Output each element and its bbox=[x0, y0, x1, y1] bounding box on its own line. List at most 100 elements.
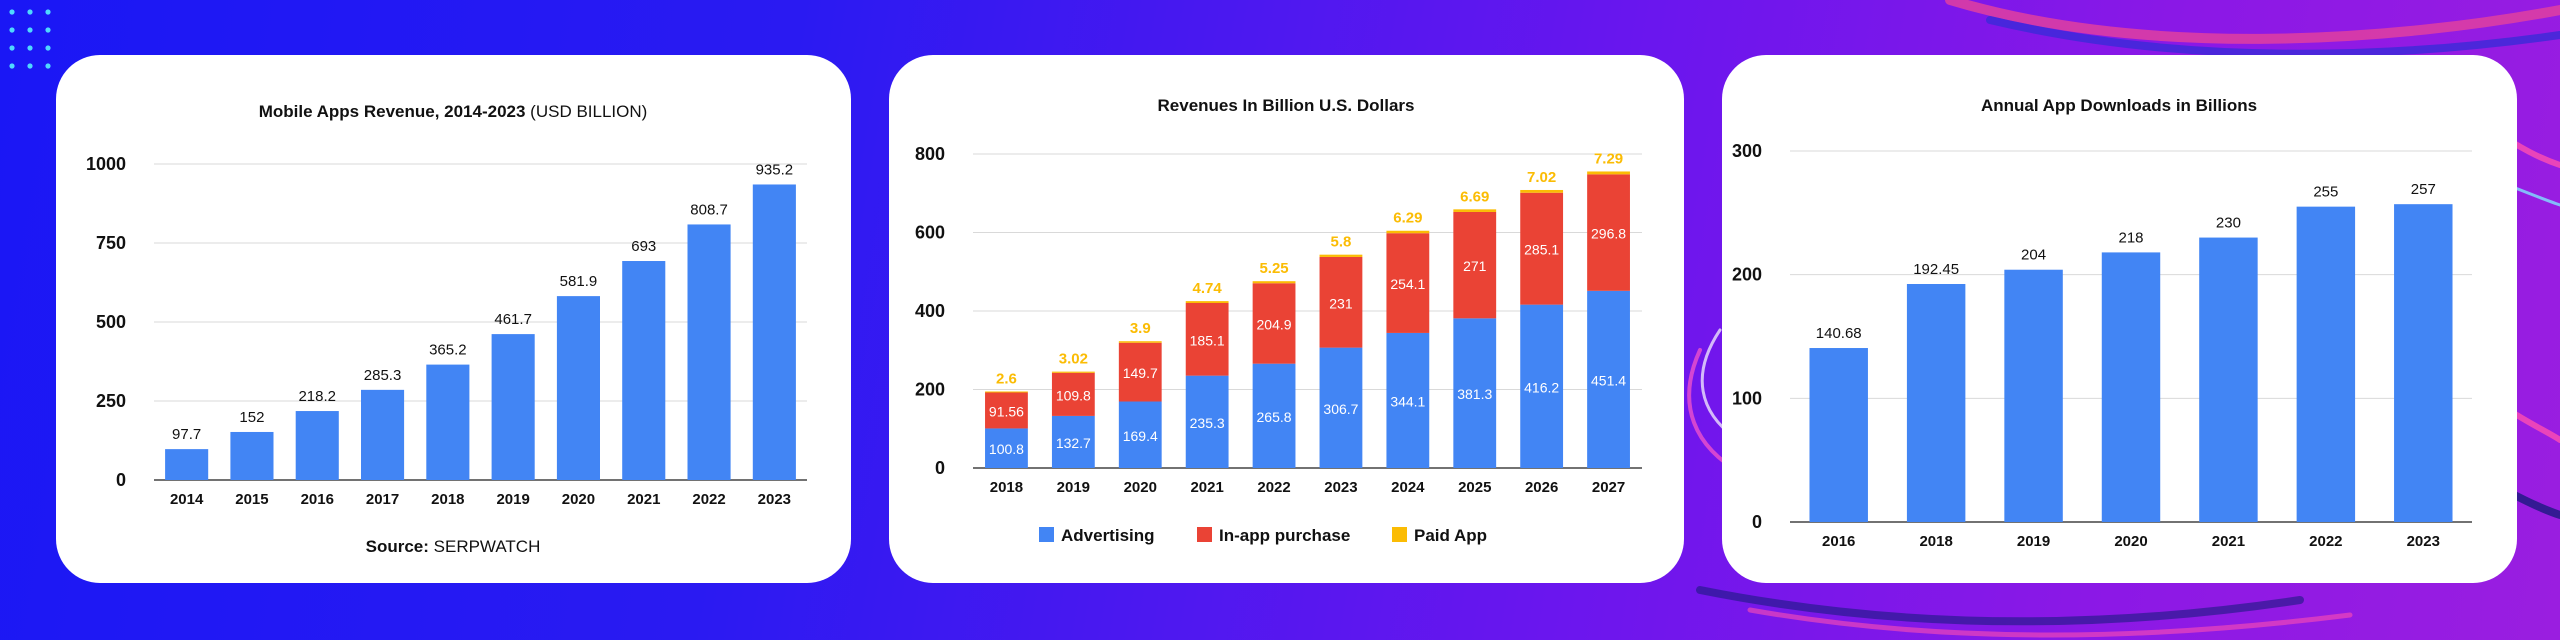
bar-in-app-purchase-2026 bbox=[1520, 192, 1564, 305]
data-label-in-app-purchase-2021: 185.1 bbox=[1190, 332, 1225, 348]
data-label-2016: 140.68 bbox=[1816, 325, 1862, 342]
data-label-in-app-purchase-2022: 204.9 bbox=[1257, 316, 1292, 332]
data-label-in-app-purchase-2019: 109.8 bbox=[1056, 387, 1091, 403]
data-label-in-app-purchase-2023: 231 bbox=[1329, 295, 1353, 311]
data-label-advertising-2027: 451.4 bbox=[1591, 372, 1626, 388]
decorative-dots bbox=[9, 9, 51, 69]
bar-2023 bbox=[2394, 204, 2453, 522]
chart-title: Revenues In Billion U.S. Dollars bbox=[1158, 96, 1415, 115]
bar-2021 bbox=[622, 261, 666, 480]
data-label-2016: 218.2 bbox=[298, 388, 336, 405]
x-tick-label: 2014 bbox=[170, 491, 204, 508]
data-label-paid-app-2022: 5.25 bbox=[1259, 260, 1288, 277]
bar-2019 bbox=[2004, 269, 2063, 522]
data-label-2022: 808.7 bbox=[690, 201, 728, 218]
bar-paid-app-2023 bbox=[1319, 254, 1363, 257]
x-tick-label: 2022 bbox=[2309, 533, 2342, 550]
data-label-2022: 255 bbox=[2313, 184, 2338, 201]
data-label-2018: 365.2 bbox=[429, 342, 467, 359]
bar-2017 bbox=[361, 389, 405, 480]
source-label: Source: bbox=[366, 537, 434, 556]
bar-2014 bbox=[165, 449, 209, 480]
x-tick-label: 2022 bbox=[692, 491, 725, 508]
bar-advertising-2018 bbox=[985, 428, 1028, 468]
bar-in-app-purchase-2022 bbox=[1252, 283, 1296, 364]
x-tick-label: 2021 bbox=[627, 491, 660, 508]
y-tick-label: 300 bbox=[1732, 141, 1762, 161]
data-label-advertising-2022: 265.8 bbox=[1257, 409, 1292, 425]
y-tick-label: 0 bbox=[935, 458, 945, 478]
bar-paid-app-2020 bbox=[1118, 341, 1162, 343]
data-label-paid-app-2024: 6.29 bbox=[1393, 210, 1422, 227]
bar-2018 bbox=[426, 364, 470, 480]
data-label-2019: 204 bbox=[2021, 247, 2046, 264]
bar-2016 bbox=[1809, 348, 1868, 522]
data-label-in-app-purchase-2024: 254.1 bbox=[1390, 276, 1425, 292]
data-label-advertising-2025: 381.3 bbox=[1457, 386, 1492, 402]
x-tick-label: 2020 bbox=[562, 491, 595, 508]
data-label-paid-app-2025: 6.69 bbox=[1460, 188, 1489, 205]
bar-in-app-purchase-2018 bbox=[985, 392, 1028, 429]
stacked-revenue-chart-card: Revenues In Billion U.S. Dollars 0 200 400 6… bbox=[889, 55, 1684, 583]
y-tick-label: 100 bbox=[1732, 388, 1762, 408]
legend-label-advertising: Advertising bbox=[1061, 526, 1155, 545]
bar-advertising-2025 bbox=[1453, 318, 1497, 468]
downloads-chart-card: Annual App Downloads in Billions 0 100 200 3… bbox=[1722, 55, 2517, 583]
bar-advertising-2021 bbox=[1185, 375, 1229, 468]
x-tick-label: 2015 bbox=[235, 491, 268, 508]
bar-in-app-purchase-2020 bbox=[1118, 342, 1162, 402]
app-downloads-chart: Annual App Downloads in Billions 0 100 200 3… bbox=[1732, 96, 2472, 550]
bar-paid-app-2021 bbox=[1185, 301, 1229, 303]
data-label-2014: 97.7 bbox=[172, 426, 201, 443]
bar-advertising-2022 bbox=[1252, 363, 1296, 468]
x-tick-label: 2023 bbox=[1324, 479, 1357, 496]
legend-swatch-advertising bbox=[1039, 527, 1054, 542]
data-label-paid-app-2020: 3.9 bbox=[1130, 320, 1151, 337]
y-tick-label: 400 bbox=[915, 301, 945, 321]
bar-advertising-2026 bbox=[1520, 304, 1564, 468]
y-tick-label: 600 bbox=[915, 223, 945, 243]
data-label-advertising-2024: 344.1 bbox=[1390, 393, 1425, 409]
data-label-2023: 257 bbox=[2411, 181, 2436, 198]
data-label-2020: 218 bbox=[2118, 229, 2143, 246]
x-tick-label: 2023 bbox=[758, 491, 791, 508]
bar-2015 bbox=[230, 431, 274, 480]
y-tick-label: 0 bbox=[116, 470, 126, 490]
y-tick-label: 500 bbox=[96, 312, 126, 332]
legend-swatch-in-app-purchase bbox=[1197, 527, 1212, 542]
data-label-advertising-2026: 416.2 bbox=[1524, 379, 1559, 395]
data-label-2020: 581.9 bbox=[560, 273, 598, 290]
y-tick-label: 250 bbox=[96, 391, 126, 411]
source-value: SERPWATCH bbox=[434, 537, 541, 556]
data-label-2017: 285.3 bbox=[364, 367, 402, 384]
revenues-stacked-chart: Revenues In Billion U.S. Dollars 0 200 400 6… bbox=[915, 96, 1642, 545]
data-label-in-app-purchase-2027: 296.8 bbox=[1591, 226, 1626, 242]
data-label-2023: 935.2 bbox=[756, 161, 794, 178]
bar-2021 bbox=[2199, 237, 2258, 523]
data-label-paid-app-2019: 3.02 bbox=[1059, 351, 1088, 368]
data-label-2019: 461.7 bbox=[494, 311, 532, 328]
bar-in-app-purchase-2024 bbox=[1386, 233, 1430, 333]
x-tick-label: 2021 bbox=[1190, 479, 1223, 496]
bar-advertising-2024 bbox=[1386, 332, 1430, 468]
x-tick-label: 2020 bbox=[1124, 479, 1157, 496]
bar-advertising-2027 bbox=[1587, 290, 1630, 468]
bar-2018 bbox=[1906, 284, 1966, 522]
y-tick-label: 200 bbox=[915, 380, 945, 400]
chart-title: Annual App Downloads in Billions bbox=[1981, 96, 2257, 115]
x-tick-label: 2019 bbox=[496, 491, 529, 508]
data-label-2018: 192.45 bbox=[1913, 261, 1959, 278]
data-label-advertising-2020: 169.4 bbox=[1123, 428, 1158, 444]
bar-advertising-2020 bbox=[1118, 401, 1162, 468]
y-tick-label: 0 bbox=[1752, 512, 1762, 532]
bar-2020 bbox=[2101, 252, 2161, 522]
bar-in-app-purchase-2019 bbox=[1051, 372, 1095, 416]
bar-2016 bbox=[295, 411, 339, 480]
data-label-in-app-purchase-2026: 285.1 bbox=[1524, 242, 1559, 258]
x-tick-label: 2022 bbox=[1257, 479, 1290, 496]
x-tick-label: 2021 bbox=[2212, 533, 2245, 550]
data-label-advertising-2019: 132.7 bbox=[1056, 435, 1091, 451]
data-label-2021: 230 bbox=[2216, 215, 2241, 232]
bar-2019 bbox=[491, 334, 535, 480]
data-label-advertising-2021: 235.3 bbox=[1190, 415, 1225, 431]
